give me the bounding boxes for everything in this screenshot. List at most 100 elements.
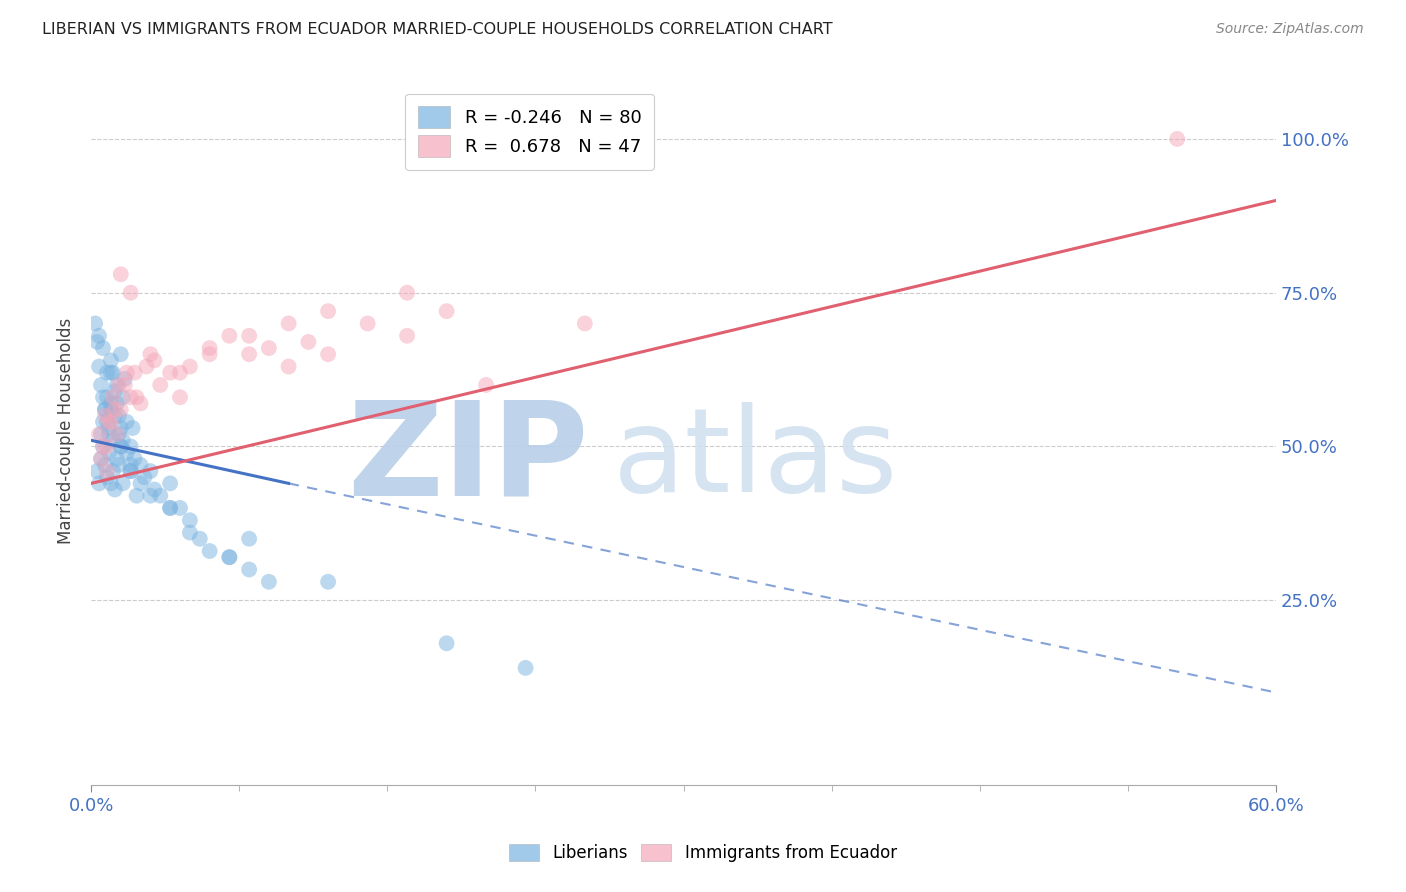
Point: [97, 415, 120, 429]
Point: [91, 341, 114, 355]
Point: [257, 341, 280, 355]
Point: [316, 574, 339, 589]
Point: [107, 458, 129, 472]
Point: [179, 513, 201, 527]
Point: [101, 366, 124, 380]
Point: [198, 341, 221, 355]
Text: ZIP: ZIP: [347, 396, 589, 523]
Point: [436, 304, 458, 318]
Point: [159, 476, 181, 491]
Point: [120, 464, 142, 478]
Point: [100, 402, 122, 417]
Point: [238, 347, 260, 361]
Point: [110, 402, 132, 417]
Point: [316, 304, 339, 318]
Point: [139, 347, 162, 361]
Point: [94, 402, 117, 417]
Point: [100, 476, 122, 491]
Point: [101, 464, 124, 478]
Text: LIBERIAN VS IMMIGRANTS FROM ECUADOR MARRIED-COUPLE HOUSEHOLDS CORRELATION CHART: LIBERIAN VS IMMIGRANTS FROM ECUADOR MARR…: [42, 22, 832, 37]
Point: [90, 427, 112, 442]
Point: [94, 402, 117, 417]
Point: [97, 445, 120, 459]
Point: [96, 440, 118, 454]
Point: [86, 334, 108, 349]
Point: [86, 464, 108, 478]
Point: [143, 483, 166, 497]
Point: [515, 661, 537, 675]
Point: [316, 347, 339, 361]
Legend: Liberians, Immigrants from Ecuador: Liberians, Immigrants from Ecuador: [501, 836, 905, 871]
Point: [111, 476, 134, 491]
Point: [104, 384, 127, 398]
Point: [159, 500, 181, 515]
Point: [238, 328, 260, 343]
Point: [97, 427, 120, 442]
Point: [91, 390, 114, 404]
Point: [574, 317, 596, 331]
Point: [105, 451, 128, 466]
Point: [91, 415, 114, 429]
Point: [159, 366, 181, 380]
Point: [277, 317, 299, 331]
Point: [149, 378, 172, 392]
Point: [100, 366, 122, 380]
Point: [110, 440, 132, 454]
Point: [135, 359, 157, 374]
Point: [90, 451, 112, 466]
Point: [238, 562, 260, 576]
Point: [105, 378, 128, 392]
Point: [107, 427, 129, 442]
Point: [238, 532, 260, 546]
Point: [198, 347, 221, 361]
Point: [90, 378, 112, 392]
Point: [139, 489, 162, 503]
Point: [104, 483, 127, 497]
Point: [125, 489, 148, 503]
Point: [84, 317, 107, 331]
Point: [111, 434, 134, 448]
Point: [105, 396, 128, 410]
Point: [96, 390, 118, 404]
Point: [115, 445, 138, 459]
Point: [114, 378, 136, 392]
Point: [124, 451, 146, 466]
Point: [159, 500, 181, 515]
Point: [107, 378, 129, 392]
Point: [100, 415, 122, 429]
Point: [104, 409, 127, 423]
Text: atlas: atlas: [613, 402, 898, 516]
Point: [111, 390, 134, 404]
Point: [396, 328, 419, 343]
Point: [169, 500, 191, 515]
Point: [218, 550, 240, 565]
Point: [139, 464, 162, 478]
Point: [218, 328, 240, 343]
Point: [277, 359, 299, 374]
Point: [114, 372, 136, 386]
Point: [129, 396, 152, 410]
Point: [100, 353, 122, 368]
Text: Source: ZipAtlas.com: Source: ZipAtlas.com: [1216, 22, 1364, 37]
Point: [87, 359, 110, 374]
Point: [110, 421, 132, 435]
Point: [121, 421, 143, 435]
Point: [120, 464, 142, 478]
Point: [97, 421, 120, 435]
Point: [143, 353, 166, 368]
Point: [120, 458, 142, 472]
Point: [356, 317, 378, 331]
Point: [436, 636, 458, 650]
Y-axis label: Married-couple Households: Married-couple Households: [58, 318, 75, 544]
Point: [87, 427, 110, 442]
Point: [96, 415, 118, 429]
Point: [101, 390, 124, 404]
Point: [90, 451, 112, 466]
Point: [179, 525, 201, 540]
Point: [129, 458, 152, 472]
Point: [96, 464, 118, 478]
Point: [169, 366, 191, 380]
Point: [129, 476, 152, 491]
Point: [120, 440, 142, 454]
Point: [101, 434, 124, 448]
